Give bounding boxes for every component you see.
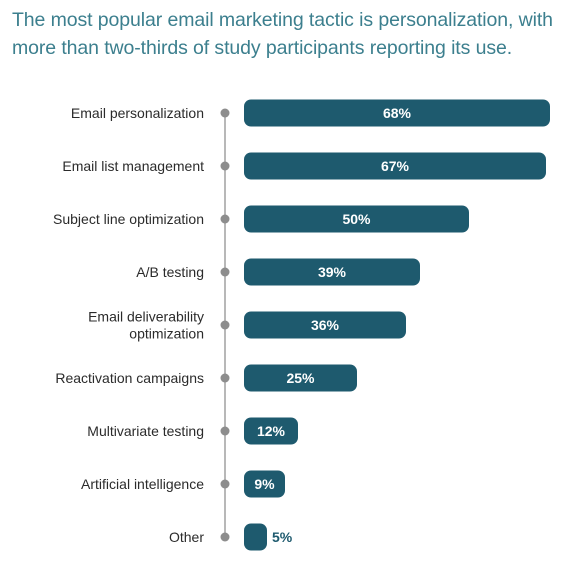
- axis-dot: [220, 214, 230, 224]
- bar: [244, 99, 550, 127]
- category-label: Reactivation campaigns: [55, 370, 204, 386]
- bar: [244, 523, 267, 551]
- bar-value-label: 68%: [383, 105, 412, 121]
- category-label: Artificial intelligence: [81, 476, 204, 492]
- axis-dot: [220, 320, 230, 330]
- axis-dot: [220, 267, 230, 277]
- axis-dot: [220, 532, 230, 542]
- axis-dot: [220, 479, 230, 489]
- category-label: Other: [169, 529, 204, 545]
- bar-value-label: 50%: [342, 211, 371, 227]
- bar-value-label: 9%: [254, 476, 275, 492]
- bar-value-label: 67%: [381, 158, 410, 174]
- category-label: Subject line optimization: [53, 211, 204, 227]
- axis-dot: [220, 108, 230, 118]
- category-label: Email deliverability: [88, 309, 204, 325]
- bar: [244, 152, 546, 180]
- chart-title-line-2: more than two-thirds of study participan…: [12, 37, 513, 59]
- category-label: Email personalization: [71, 105, 204, 121]
- bar: [244, 364, 357, 392]
- axis-dot: [220, 161, 230, 171]
- bar: [244, 470, 285, 498]
- axis-dot: [220, 373, 230, 383]
- category-label: Email list management: [62, 158, 204, 174]
- bar: [244, 311, 406, 339]
- bar-value-label: 25%: [286, 370, 315, 386]
- bar-value-label: 5%: [272, 529, 293, 545]
- category-label: A/B testing: [136, 264, 204, 280]
- bar: [244, 417, 298, 445]
- bar-value-label: 39%: [318, 264, 347, 280]
- axis-dot: [220, 426, 230, 436]
- category-label: Multivariate testing: [87, 423, 204, 439]
- bar: [244, 205, 469, 233]
- chart-title: The most popular email marketing tactic …: [12, 6, 560, 62]
- chart-title-line-1: The most popular email marketing tactic …: [12, 9, 553, 31]
- bar: [244, 258, 420, 286]
- bar-value-label: 36%: [311, 317, 340, 333]
- bar-value-label: 12%: [257, 423, 286, 439]
- category-label: optimization: [129, 326, 204, 342]
